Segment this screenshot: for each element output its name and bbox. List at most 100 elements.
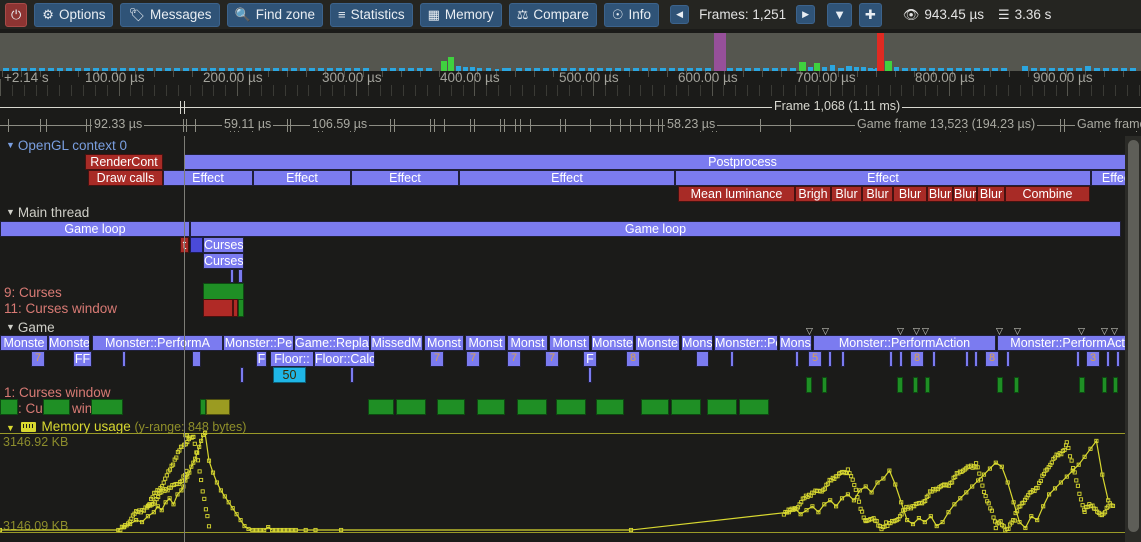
frame-bar[interactable] bbox=[929, 68, 935, 71]
timeline-zone[interactable] bbox=[974, 351, 978, 367]
lock-block[interactable] bbox=[206, 399, 230, 415]
frame-bar[interactable] bbox=[291, 68, 297, 71]
lock-block[interactable] bbox=[897, 377, 903, 393]
timeline-zone[interactable]: Blur bbox=[862, 186, 893, 202]
timeline-zone[interactable]: Monster::PerformAction bbox=[813, 335, 996, 351]
frame-bar[interactable] bbox=[111, 68, 117, 71]
frame-bar[interactable] bbox=[448, 57, 454, 71]
frame-bar[interactable] bbox=[1067, 68, 1073, 71]
frame-bar[interactable] bbox=[854, 67, 859, 71]
frame-bar[interactable] bbox=[66, 68, 72, 71]
timeline-zone[interactable] bbox=[828, 351, 832, 367]
frame-bar[interactable] bbox=[846, 66, 852, 71]
timeline-zone[interactable] bbox=[588, 367, 592, 383]
frame-bar[interactable] bbox=[956, 68, 962, 71]
frame-bar[interactable] bbox=[470, 67, 475, 71]
frame-bar[interactable] bbox=[868, 68, 873, 71]
timeline-zone[interactable] bbox=[841, 351, 845, 367]
frame-bar[interactable] bbox=[84, 68, 90, 71]
frame-bar[interactable] bbox=[947, 68, 953, 71]
frame-bar[interactable] bbox=[264, 68, 270, 71]
timeline-zone[interactable]: 8 bbox=[985, 351, 999, 367]
timeline-zone[interactable]: Monst bbox=[549, 335, 590, 351]
frame-bar[interactable] bbox=[282, 68, 288, 71]
timeline-zone[interactable]: Effect bbox=[253, 170, 351, 186]
lock-block[interactable] bbox=[925, 377, 930, 393]
timeline-zone[interactable]: 7 bbox=[545, 351, 559, 367]
frame-bar[interactable] bbox=[1112, 68, 1118, 71]
frame-bar[interactable] bbox=[318, 68, 324, 71]
frame-bar[interactable] bbox=[192, 68, 198, 71]
timeline-zone[interactable] bbox=[730, 351, 734, 367]
frame-bar[interactable] bbox=[129, 68, 135, 71]
frame-bar[interactable] bbox=[456, 66, 461, 71]
frame-bar[interactable] bbox=[570, 68, 576, 71]
frame-bar[interactable] bbox=[486, 68, 491, 71]
frame-bar[interactable] bbox=[75, 68, 81, 71]
frame-bar[interactable] bbox=[237, 68, 243, 71]
chevron-right-icon[interactable]: ▶ bbox=[796, 5, 816, 24]
timeline-zone[interactable]: F bbox=[256, 351, 267, 367]
frame-bar[interactable] bbox=[57, 68, 63, 71]
frame-bar[interactable] bbox=[606, 68, 612, 71]
timeline-zone[interactable]: Combine bbox=[1005, 186, 1090, 202]
timeline-zone[interactable]: 5 bbox=[808, 351, 822, 367]
lock-block[interactable] bbox=[477, 399, 505, 415]
frame-bar[interactable] bbox=[633, 68, 639, 71]
lock-block[interactable] bbox=[556, 399, 586, 415]
frame-bar[interactable] bbox=[561, 68, 567, 71]
frame-bar[interactable] bbox=[174, 68, 180, 71]
lock-block[interactable] bbox=[238, 299, 244, 317]
lock-block[interactable] bbox=[707, 399, 737, 415]
frame-bar[interactable] bbox=[1085, 66, 1091, 71]
timeline-zone[interactable]: Curses bbox=[203, 253, 244, 269]
frame-bar[interactable] bbox=[246, 68, 252, 71]
center-view-button[interactable]: ✚ bbox=[858, 2, 882, 27]
frame-bar[interactable] bbox=[696, 68, 702, 71]
frame-bar[interactable] bbox=[138, 68, 144, 71]
timeline-zone[interactable] bbox=[230, 269, 234, 283]
lock-block[interactable] bbox=[913, 377, 918, 393]
timeline-zone[interactable]: Blur bbox=[893, 186, 927, 202]
timeline-zone[interactable] bbox=[795, 351, 799, 367]
frame-bar[interactable] bbox=[687, 68, 693, 71]
frame-bar[interactable] bbox=[336, 68, 342, 71]
frame-bar[interactable] bbox=[477, 68, 482, 71]
frame-bar[interactable] bbox=[120, 68, 126, 71]
time-ruler[interactable]: +2.14 s 100.00 µs 200.00 µs 300.00 µs 400.00… bbox=[0, 70, 1141, 97]
frame-bar[interactable] bbox=[822, 67, 827, 71]
timeline-zone[interactable] bbox=[696, 351, 709, 367]
track-header-game[interactable]: ▼ Game bbox=[6, 320, 55, 335]
timeline-zone[interactable]: Game::Replay bbox=[294, 335, 370, 351]
timeline-zone[interactable]: Monst bbox=[465, 335, 506, 351]
vertical-scrollbar[interactable] bbox=[1125, 136, 1141, 542]
timeline-zone[interactable]: RenderCont bbox=[85, 154, 163, 170]
timeline-zone[interactable]: Mean luminance bbox=[678, 186, 795, 202]
frame-bar[interactable] bbox=[885, 61, 892, 71]
frame-bar[interactable] bbox=[861, 67, 866, 71]
timeline-zone[interactable]: Monst bbox=[507, 335, 548, 351]
frame-bar[interactable] bbox=[1022, 66, 1028, 71]
frame-bar[interactable] bbox=[516, 68, 522, 71]
timeline-zone[interactable]: Mons bbox=[681, 335, 713, 351]
frame-bar[interactable] bbox=[300, 68, 306, 71]
timeline-zone[interactable] bbox=[1006, 351, 1010, 367]
frame-bar[interactable] bbox=[228, 68, 234, 71]
frame-bar[interactable] bbox=[1049, 68, 1055, 71]
frame-bar[interactable] bbox=[408, 68, 414, 71]
frame-bar[interactable] bbox=[502, 68, 511, 71]
timeline-zone[interactable]: Brigh bbox=[795, 186, 831, 202]
scrollbar-thumb[interactable] bbox=[1128, 140, 1139, 532]
lock-label[interactable]: 9: Curses bbox=[4, 285, 62, 300]
frame-bar[interactable] bbox=[965, 68, 971, 71]
find-zone-button[interactable]: 🔍 Find zone bbox=[226, 2, 324, 27]
timeline-zone[interactable]: Draw calls bbox=[88, 170, 163, 186]
timeline-zone[interactable] bbox=[122, 351, 126, 367]
track-header-opengl-context-0[interactable]: ▼ OpenGL context 0 bbox=[6, 138, 127, 153]
timeline-zone[interactable]: Monste bbox=[591, 335, 634, 351]
frame-bar[interactable] bbox=[1121, 68, 1127, 71]
frame-bar[interactable] bbox=[1058, 68, 1064, 71]
frame-bar[interactable] bbox=[463, 67, 468, 71]
chevron-left-icon[interactable]: ◀ bbox=[670, 5, 690, 24]
frame-bar[interactable] bbox=[871, 69, 875, 71]
